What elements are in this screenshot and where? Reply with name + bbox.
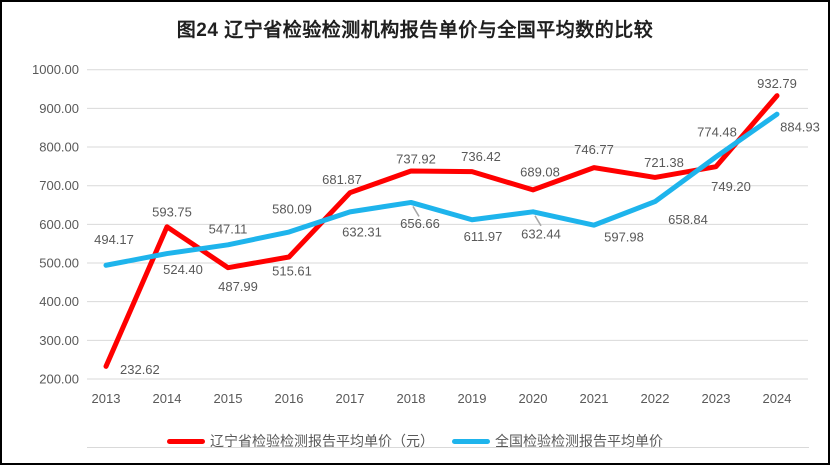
- chart-bottom-divider: [87, 447, 809, 448]
- data-label: 884.93: [780, 120, 820, 135]
- legend-label-national: 全国检验检测报告平均单价: [495, 433, 663, 449]
- y-tick-label: 300.00: [39, 333, 79, 348]
- data-label: 656.66: [400, 216, 440, 231]
- y-tick-label: 500.00: [39, 256, 79, 271]
- x-tick-label: 2017: [336, 391, 365, 406]
- x-tick-label: 2016: [275, 391, 304, 406]
- x-tick-label: 2021: [580, 391, 609, 406]
- series-line-national: [103, 111, 780, 268]
- data-label: 749.20: [711, 179, 751, 194]
- x-tick-label: 2018: [397, 391, 426, 406]
- data-label: 580.09: [272, 202, 312, 217]
- data-label: 632.44: [521, 226, 561, 241]
- data-label: 524.40: [163, 262, 203, 277]
- data-label: 721.38: [644, 155, 684, 170]
- legend-label-liaoning: 辽宁省检验检测报告平均单价（元）: [210, 433, 434, 449]
- data-label: 689.08: [520, 164, 560, 179]
- data-label: 658.84: [668, 212, 708, 227]
- x-tick-label: 2014: [153, 391, 182, 406]
- data-label: 746.77: [574, 142, 614, 157]
- data-label: 611.97: [464, 229, 503, 244]
- data-label: 515.61: [272, 263, 312, 278]
- data-label: 774.48: [697, 124, 737, 139]
- data-label: 494.17: [94, 232, 134, 247]
- data-label: 681.87: [322, 172, 362, 187]
- x-tick-label: 2015: [214, 391, 243, 406]
- y-tick-label: 900.00: [39, 101, 79, 116]
- legend-swatch-national-icon: [452, 438, 490, 444]
- chart-title: 图24 辽宁省检验检测机构报告单价与全国平均数的比较: [176, 20, 654, 41]
- data-label: 737.92: [396, 152, 436, 167]
- legend: 辽宁省检验检测报告平均单价（元） 全国检验检测报告平均单价: [2, 432, 828, 450]
- y-tick-label: 800.00: [39, 140, 79, 155]
- data-label: 632.31: [342, 224, 382, 239]
- y-tick-label: 200.00: [39, 372, 79, 387]
- x-tick-label: 2024: [763, 391, 792, 406]
- legend-swatch-liaoning-icon: [167, 438, 205, 444]
- series-line-liaoning: [103, 93, 780, 369]
- x-tick-label: 2019: [458, 391, 487, 406]
- x-tick-label: 2013: [92, 391, 121, 406]
- label-leader-line: [412, 206, 420, 217]
- y-tick-label: 400.00: [39, 294, 79, 309]
- data-label: 593.75: [152, 204, 192, 219]
- data-label: 932.79: [757, 76, 797, 91]
- data-label: 547.11: [209, 221, 248, 236]
- data-label: 597.98: [604, 230, 644, 245]
- y-tick-label: 700.00: [39, 178, 79, 193]
- label-leader-line: [534, 215, 542, 227]
- x-tick-label: 2023: [702, 391, 731, 406]
- data-label: 736.42: [461, 149, 501, 164]
- y-tick-label: 600.00: [39, 217, 79, 232]
- x-tick-label: 2022: [641, 391, 670, 406]
- data-label: 232.62: [120, 362, 160, 377]
- data-label: 487.99: [218, 279, 258, 294]
- x-tick-label: 2020: [519, 391, 548, 406]
- y-tick-label: 1000.00: [32, 62, 79, 77]
